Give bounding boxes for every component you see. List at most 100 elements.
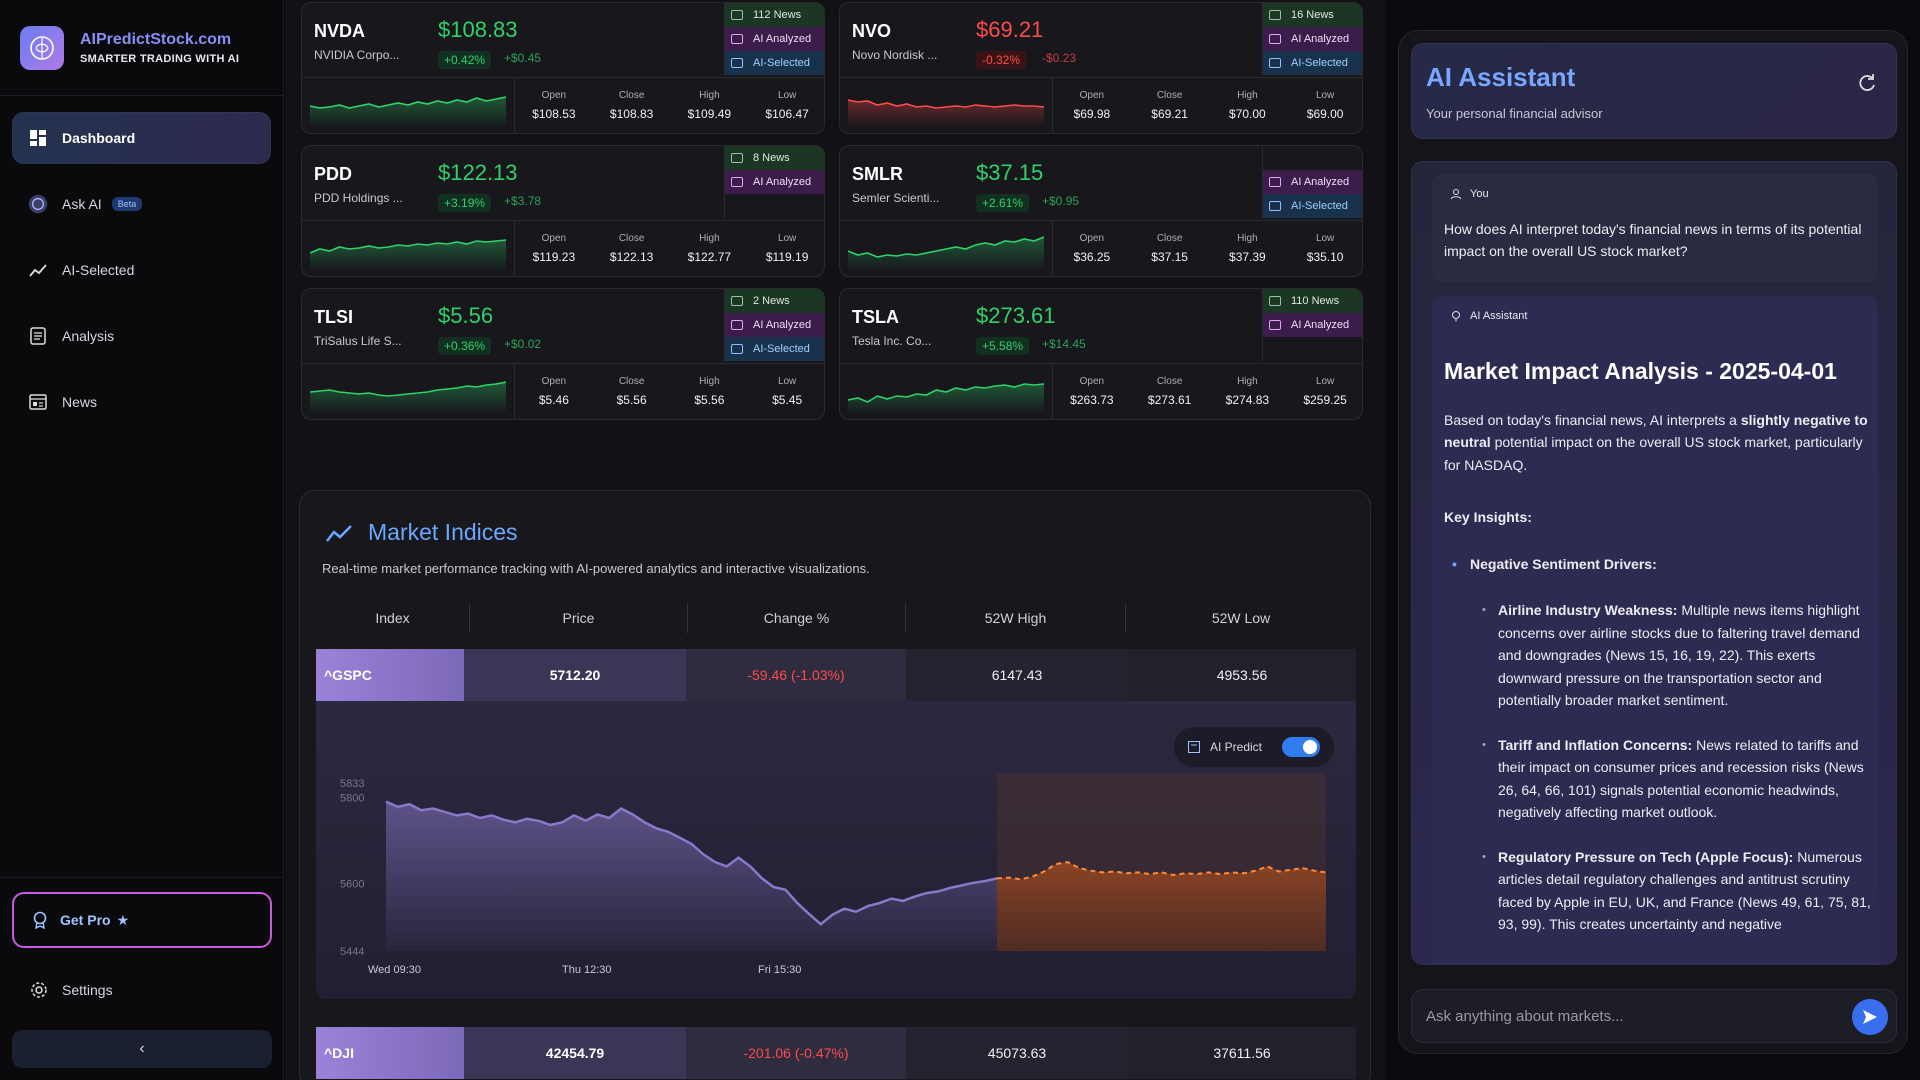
brand-tagline: SMARTER TRADING WITH AI (80, 52, 240, 65)
insight-title: Regulatory Pressure on Tech (Apple Focus… (1498, 848, 1794, 865)
index-chart: AI Predict 5833 5800 5600 5444 Wed 09:30 Thu … (316, 701, 1356, 999)
ai-analyzed-badge[interactable]: AI Analyzed (724, 27, 824, 51)
badge-icon (1269, 10, 1281, 20)
ai-selected-badge[interactable]: AI-Selected (724, 51, 824, 75)
index-row-gspc[interactable]: ^GSPC 5712.20 -59.46 (-1.03%) 6147.43 49… (316, 649, 1356, 701)
stock-card-smlr[interactable]: SMLR Semler Scienti... $37.15 +2.61% +$0… (839, 145, 1363, 277)
ai-analyzed-badge[interactable]: AI Analyzed (1262, 27, 1362, 51)
nav-item-ask-ai[interactable]: Ask AI Beta (12, 178, 271, 230)
nav-label: Dashboard (62, 130, 136, 146)
percent-change: -0.32% (976, 51, 1027, 69)
sender-label: AI Assistant (1470, 310, 1528, 322)
get-pro-button[interactable]: Get Pro ★ (12, 892, 272, 948)
high-value: $109.49 (687, 107, 732, 121)
nav-label: Ask AI (62, 196, 102, 212)
high-value: $274.83 (1225, 393, 1270, 407)
brand[interactable]: AIPredictStock.com SMARTER TRADING WITH … (0, 0, 283, 96)
chat-history[interactable]: You How does AI interpret today's financ… (1411, 161, 1897, 965)
ai-analyzed-badge[interactable]: AI Analyzed (724, 170, 824, 194)
ai-analyzed-badge[interactable]: AI Analyzed (1262, 313, 1362, 337)
ai-selected-badge[interactable]: AI-Selected (1262, 194, 1362, 218)
index-symbol: ^DJI (316, 1027, 464, 1079)
news-count-badge[interactable]: 8 News (724, 146, 824, 170)
stock-card-nvo[interactable]: NVO Novo Nordisk ... $69.21 -0.32% -$0.2… (839, 2, 1363, 134)
company-name: Novo Nordisk ... (852, 48, 938, 62)
refresh-icon[interactable] (1856, 72, 1878, 94)
nav-item-news[interactable]: News (12, 376, 271, 428)
price-change: +$14.45 (1042, 337, 1086, 351)
stock-price: $69.21 (976, 17, 1044, 42)
badge-label: 2 News (753, 295, 790, 307)
col-header: Change % (688, 603, 906, 633)
send-button[interactable] (1852, 999, 1888, 1035)
news-count-badge[interactable]: 110 News (1262, 289, 1362, 313)
ai-response: Market Impact Analysis - 2025-04-01 Base… (1444, 360, 1874, 958)
badge-label: AI-Selected (1291, 57, 1348, 69)
company-name: PDD Holdings ... (314, 191, 403, 205)
stock-symbol: NVDA (314, 21, 366, 41)
insight-text: Multiple news items highlight concerns o… (1498, 602, 1860, 708)
stock-card-footer: Open $263.73 Close $273.61 High $274.83 Low… (840, 363, 1362, 419)
close-value: $69.21 (1151, 107, 1188, 121)
high-value: $122.77 (687, 250, 732, 264)
analysis-intro: Based on today's financial news, AI inte… (1444, 409, 1874, 477)
chat-input[interactable] (1426, 990, 1846, 1042)
ohlc-label: Low (1315, 233, 1335, 244)
news-count-badge[interactable]: 16 News (1262, 3, 1362, 27)
collapse-sidebar-button[interactable]: ‹ (12, 1030, 272, 1068)
nav-label: AI-Selected (62, 262, 135, 278)
user-icon (1450, 189, 1462, 200)
nav-item-dashboard[interactable]: Dashboard (12, 112, 271, 164)
ohlc-label: Open (541, 233, 567, 244)
sparkline-chart (848, 236, 1044, 271)
settings-button[interactable]: Settings (12, 962, 272, 1018)
percent-change: +0.42% (438, 51, 492, 69)
ohlc-label: High (1237, 233, 1258, 244)
index-row-dji[interactable]: ^DJI 42454.79 -201.06 (-0.47%) 45073.63 … (316, 1027, 1356, 1079)
ai-predict-control: AI Predict (1174, 727, 1334, 767)
low-value: $35.10 (1306, 250, 1344, 264)
ohlc-label: Close (1156, 233, 1183, 244)
bulb-icon (1452, 311, 1460, 322)
nav-label: Analysis (62, 328, 115, 344)
sidebar: AIPredictStock.com SMARTER TRADING WITH … (0, 0, 284, 1080)
badge-icon (1269, 201, 1281, 211)
ai-analyzed-badge[interactable]: AI Analyzed (1262, 170, 1362, 194)
nav-item-analysis[interactable]: Analysis (12, 310, 271, 362)
stock-card-nvda[interactable]: NVDA NVIDIA Corpo... $108.83 +0.42% +$0.… (301, 2, 825, 134)
stock-card-tsla[interactable]: TSLA Tesla Inc. Co... $273.61 +5.58% +$1… (839, 288, 1363, 420)
company-name: NVIDIA Corpo... (314, 48, 400, 62)
nav-item-ai-selected[interactable]: AI-Selected (12, 244, 271, 296)
ai-analyzed-badge[interactable]: AI Analyzed (724, 313, 824, 337)
actual-line (385, 800, 998, 926)
market-indices-panel: Market Indices Real-time market performa… (299, 490, 1371, 1080)
close-value: $273.61 (1147, 393, 1192, 407)
analysis-heading: Market Impact Analysis - 2025-04-01 (1444, 358, 1837, 384)
percent-change: +5.58% (976, 337, 1030, 355)
stock-price: $37.15 (976, 160, 1044, 185)
ai-selected-badge[interactable]: AI-Selected (1262, 51, 1362, 75)
sparkline-chart (310, 96, 506, 128)
stock-card-pdd[interactable]: PDD PDD Holdings ... $122.13 +3.19% +$3.… (301, 145, 825, 277)
ai-predict-toggle[interactable] (1282, 737, 1321, 757)
stock-card-tlsi[interactable]: TLSI TriSalus Life S... $5.56 +0.36% +$0… (301, 288, 825, 420)
intro-emphasis: slightly negative to neutral (1444, 411, 1868, 451)
chevron-left-icon: ‹ (139, 1040, 145, 1057)
main-content: NVDA NVIDIA Corpo... $108.83 +0.42% +$0.… (285, 0, 1385, 1080)
y-tick-label: 5444 (340, 946, 364, 958)
ai-selected-badge[interactable]: AI-Selected (724, 337, 824, 361)
market-indices-subtitle: Real-time market performance tracking wi… (322, 561, 870, 576)
sparkline-chart (848, 99, 1044, 128)
stock-price: $5.56 (438, 303, 494, 328)
x-tick-label: Thu 12:30 (562, 964, 612, 976)
message-header: You (1450, 188, 1489, 200)
ohlc-label: Open (1079, 233, 1105, 244)
badge-icon (1269, 58, 1281, 68)
intro-text: Based on today's financial news, AI inte… (1444, 411, 1741, 428)
badge-label: AI Analyzed (753, 319, 812, 331)
news-count-badge[interactable]: 2 News (724, 289, 824, 313)
news-icon (28, 392, 48, 412)
high-value: $5.56 (694, 393, 725, 407)
price-change: -$0.23 (1042, 51, 1077, 65)
news-count-badge[interactable]: 112 News (724, 3, 824, 27)
